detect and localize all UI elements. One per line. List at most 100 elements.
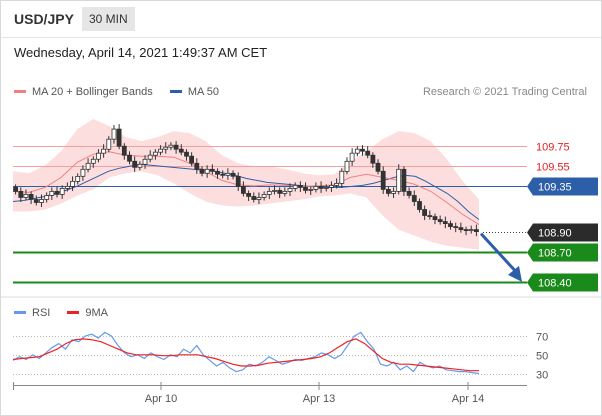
candle bbox=[240, 181, 246, 197]
candle bbox=[54, 186, 60, 198]
candle bbox=[401, 166, 407, 196]
candle bbox=[308, 186, 314, 195]
candle bbox=[380, 166, 386, 194]
rsi-series-9ma bbox=[12, 338, 479, 372]
level-tag-109.35 bbox=[527, 177, 598, 196]
candle-body bbox=[194, 162, 200, 170]
candle-body bbox=[101, 148, 106, 154]
candle-body bbox=[116, 128, 122, 147]
candle bbox=[44, 192, 50, 203]
candle-body bbox=[230, 172, 236, 177]
candle bbox=[417, 198, 422, 213]
candle bbox=[266, 187, 272, 199]
candle bbox=[432, 213, 438, 225]
legend-item-rsi: RSI bbox=[14, 307, 50, 319]
candle-body bbox=[256, 197, 262, 200]
candle-body bbox=[189, 155, 195, 164]
candle bbox=[147, 150, 153, 163]
candle-body bbox=[225, 172, 231, 176]
candle-body bbox=[235, 175, 241, 187]
candle-body bbox=[152, 151, 158, 156]
candle-body bbox=[297, 184, 303, 188]
candle bbox=[173, 141, 179, 154]
candle bbox=[458, 222, 464, 233]
candle-body bbox=[96, 152, 101, 160]
candle bbox=[437, 215, 443, 225]
bollinger-band-layer bbox=[13, 119, 479, 250]
candle bbox=[370, 152, 376, 168]
level-tag-text-108.70: 108.70 bbox=[538, 248, 572, 260]
candle-body bbox=[204, 168, 210, 174]
candle-body bbox=[209, 168, 215, 172]
candle bbox=[33, 195, 39, 206]
candle-body bbox=[473, 229, 479, 233]
rsi-panel: 70 50 30 bbox=[12, 332, 548, 382]
candle-body bbox=[391, 190, 397, 194]
candle bbox=[209, 164, 215, 175]
candle-body bbox=[240, 185, 246, 194]
legend-label-rsi: RSI bbox=[32, 307, 51, 319]
candle-body bbox=[90, 158, 96, 164]
candle bbox=[287, 183, 293, 196]
candle-body bbox=[365, 150, 371, 156]
candle bbox=[152, 149, 158, 160]
candle-body bbox=[127, 154, 132, 162]
candle bbox=[453, 222, 459, 233]
candle bbox=[204, 165, 210, 178]
candle-body bbox=[251, 196, 257, 200]
candle bbox=[282, 187, 288, 197]
candle-body bbox=[354, 148, 360, 154]
candle-body bbox=[173, 144, 179, 150]
candle-body bbox=[313, 185, 319, 190]
candle-body bbox=[266, 190, 272, 195]
candle-body bbox=[132, 160, 138, 168]
candle bbox=[334, 178, 340, 189]
candle-body bbox=[437, 219, 443, 223]
candle-body bbox=[323, 186, 329, 189]
candle bbox=[422, 205, 428, 221]
candle-body bbox=[137, 163, 143, 168]
candle-body bbox=[277, 189, 283, 194]
candle-body bbox=[142, 158, 148, 165]
candle bbox=[189, 152, 195, 167]
candle bbox=[473, 224, 479, 237]
candle-body bbox=[54, 190, 60, 195]
candle bbox=[391, 187, 397, 198]
candle bbox=[163, 142, 169, 154]
candle bbox=[235, 172, 241, 191]
time-tick-label-0: Apr 10 bbox=[145, 393, 177, 405]
candle bbox=[442, 216, 448, 229]
level-labels-layer: 109.75 109.55 109.35 108.90 108.70 108.40 bbox=[527, 142, 598, 292]
level-label-109.55: 109.55 bbox=[536, 162, 570, 174]
level-tag-108.40 bbox=[527, 273, 598, 292]
candle-body bbox=[427, 215, 433, 218]
rsi-tick-label-50: 50 bbox=[536, 351, 548, 363]
candle-body bbox=[75, 175, 81, 182]
candle-body bbox=[422, 209, 428, 216]
time-axis: Apr 10 Apr 13 Apr 14 bbox=[13, 382, 527, 405]
candle-body bbox=[33, 199, 39, 203]
candle bbox=[411, 190, 417, 207]
candle bbox=[111, 125, 117, 144]
rsi-legend: RSI 9MA bbox=[14, 307, 122, 319]
candle bbox=[39, 194, 44, 208]
candle bbox=[28, 191, 34, 204]
candle bbox=[70, 176, 75, 191]
candle bbox=[116, 124, 122, 150]
candle bbox=[178, 144, 184, 156]
candle bbox=[375, 159, 381, 175]
timeframe-button[interactable]: 30 MIN bbox=[82, 7, 135, 31]
candle bbox=[106, 136, 112, 153]
candle-body bbox=[360, 148, 365, 152]
candle bbox=[80, 165, 86, 181]
legend-label-bollinger: MA 20 + Bollinger Bands bbox=[32, 86, 153, 98]
candle-body bbox=[261, 193, 267, 198]
candle-body bbox=[411, 195, 417, 202]
candle-body bbox=[85, 162, 91, 170]
candle-body bbox=[417, 201, 422, 210]
candle-body bbox=[106, 138, 112, 150]
candle bbox=[18, 187, 24, 202]
candle-body bbox=[432, 216, 438, 221]
symbol-label: USD/JPY bbox=[14, 11, 74, 27]
